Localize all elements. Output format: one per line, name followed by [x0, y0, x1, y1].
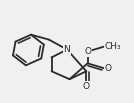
Text: O: O — [105, 64, 112, 73]
Text: O: O — [84, 47, 91, 56]
Text: O: O — [83, 82, 90, 91]
Text: CH₃: CH₃ — [105, 42, 122, 51]
Text: N: N — [64, 45, 70, 54]
